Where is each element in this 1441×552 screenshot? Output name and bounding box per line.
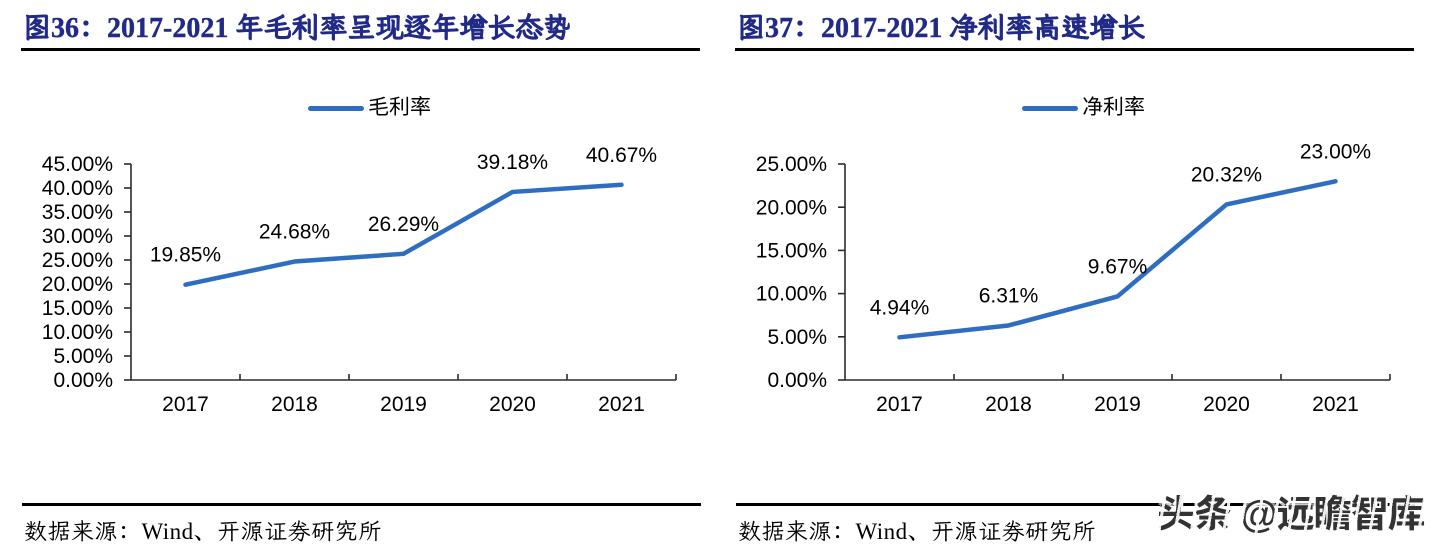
svg-text:4.94%: 4.94%: [870, 296, 930, 319]
svg-text:6.31%: 6.31%: [979, 284, 1039, 307]
svg-text:5.00%: 5.00%: [767, 326, 827, 349]
svg-text:24.68%: 24.68%: [259, 221, 330, 244]
figure-36-legend-entry: 毛利率: [308, 97, 431, 119]
svg-text:10.00%: 10.00%: [756, 283, 827, 306]
figure-37-legend: 净利率: [714, 97, 1441, 119]
svg-text:40.67%: 40.67%: [586, 144, 657, 167]
figure-36-source: 数据来源：Wind、开源证券研究所: [24, 519, 382, 544]
svg-text:26.29%: 26.29%: [368, 213, 439, 236]
svg-text:25.00%: 25.00%: [756, 153, 827, 176]
figure-36-title-rule: [21, 48, 700, 51]
svg-text:0.00%: 0.00%: [53, 369, 113, 392]
figure-37-title: 图37：2017-2021 净利率高速增长: [737, 13, 1146, 44]
svg-text:2018: 2018: [985, 393, 1032, 416]
svg-text:35.00%: 35.00%: [42, 201, 113, 224]
svg-text:2020: 2020: [1203, 393, 1250, 416]
legend-line-sample: [308, 105, 364, 111]
svg-text:2021: 2021: [598, 393, 645, 416]
figure-36: 图36：2017-2021 年毛利率呈现逐年增长态势 毛利率 0.00% 5.00…: [0, 13, 727, 544]
svg-text:20.32%: 20.32%: [1191, 163, 1262, 186]
svg-text:2021: 2021: [1312, 393, 1359, 416]
figure-37: 图37：2017-2021 净利率高速增长 净利率 0.00% 5.00% 10.0…: [714, 0, 1441, 552]
figure-37-source: 数据来源：Wind、开源证券研究所: [738, 519, 1096, 544]
legend-label: 净利率: [1082, 96, 1145, 119]
svg-text:2020: 2020: [489, 393, 536, 416]
svg-text:2018: 2018: [271, 393, 318, 416]
figure-37-source-rule: [736, 503, 1415, 506]
legend-label: 毛利率: [368, 96, 431, 119]
svg-text:23.00%: 23.00%: [1300, 140, 1371, 163]
watermark: 头条 @远瞻智库: [1151, 492, 1433, 544]
svg-text:2017: 2017: [876, 393, 923, 416]
svg-text:19.85%: 19.85%: [150, 244, 221, 267]
svg-text:2017: 2017: [162, 393, 209, 416]
svg-text:15.00%: 15.00%: [42, 297, 113, 320]
figure-36-title: 图36：2017-2021 年毛利率呈现逐年增长态势: [23, 13, 572, 44]
svg-text:5.00%: 5.00%: [53, 345, 113, 368]
svg-text:2019: 2019: [1094, 393, 1141, 416]
svg-text:25.00%: 25.00%: [42, 249, 113, 272]
svg-text:9.67%: 9.67%: [1088, 255, 1148, 278]
svg-text:20.00%: 20.00%: [42, 273, 113, 296]
svg-text:2019: 2019: [380, 393, 427, 416]
svg-text:20.00%: 20.00%: [756, 196, 827, 219]
legend-line-sample: [1022, 105, 1078, 111]
figure-36-plot: 0.00%5.00%10.00%15.00%20.00%25.00%30.00%…: [42, 144, 677, 416]
svg-text:10.00%: 10.00%: [42, 321, 113, 344]
figure-36-legend: 毛利率: [0, 97, 727, 119]
figure-37-plot: 0.00% 5.00% 10.00% 15.00% 20.00% 25.00% 2017 20…: [756, 140, 1391, 416]
svg-text:40.00%: 40.00%: [42, 177, 113, 200]
svg-text:15.00%: 15.00%: [756, 240, 827, 263]
svg-text:0.00%: 0.00%: [767, 369, 827, 392]
svg-text:39.18%: 39.18%: [477, 151, 548, 174]
figure-36-source-rule: [22, 503, 701, 506]
figure-37-legend-entry: 净利率: [1022, 97, 1145, 119]
svg-text:30.00%: 30.00%: [42, 225, 113, 248]
figure-37-title-rule: [735, 48, 1414, 51]
svg-text:45.00%: 45.00%: [42, 153, 113, 176]
